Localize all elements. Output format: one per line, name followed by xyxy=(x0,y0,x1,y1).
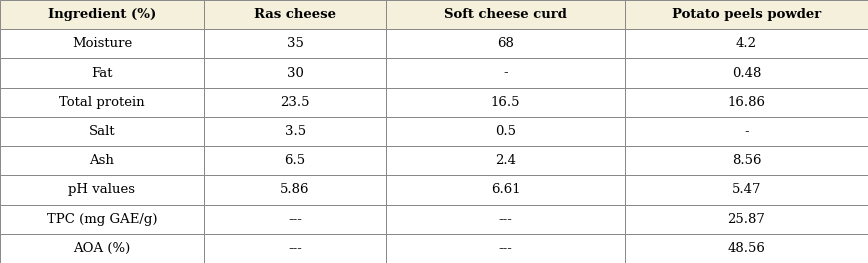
Text: 23.5: 23.5 xyxy=(280,96,310,109)
Text: 4.2: 4.2 xyxy=(736,37,757,50)
Bar xyxy=(386,175,625,205)
Bar xyxy=(386,205,625,234)
Bar xyxy=(625,205,868,234)
Bar xyxy=(0,0,204,29)
Bar xyxy=(0,205,204,234)
Bar xyxy=(625,0,868,29)
Text: 5.86: 5.86 xyxy=(280,184,310,196)
Text: Fat: Fat xyxy=(91,67,113,79)
Text: 3.5: 3.5 xyxy=(285,125,306,138)
Text: 30: 30 xyxy=(286,67,304,79)
Text: 5.47: 5.47 xyxy=(732,184,761,196)
Text: 2.4: 2.4 xyxy=(495,154,516,167)
Text: Salt: Salt xyxy=(89,125,115,138)
Text: -: - xyxy=(503,67,508,79)
Bar xyxy=(204,175,386,205)
Bar xyxy=(625,117,868,146)
Bar xyxy=(386,29,625,58)
Text: 25.87: 25.87 xyxy=(727,213,766,226)
Text: ---: --- xyxy=(288,213,302,226)
Bar xyxy=(625,175,868,205)
Bar xyxy=(625,29,868,58)
Text: ---: --- xyxy=(499,213,512,226)
Text: 6.5: 6.5 xyxy=(285,154,306,167)
Text: 0.48: 0.48 xyxy=(732,67,761,79)
Bar xyxy=(0,146,204,175)
Bar xyxy=(204,88,386,117)
Bar xyxy=(625,234,868,263)
Text: Total protein: Total protein xyxy=(59,96,145,109)
Text: Ras cheese: Ras cheese xyxy=(254,8,336,21)
Bar xyxy=(204,117,386,146)
Bar xyxy=(386,146,625,175)
Text: TPC (mg GAE/g): TPC (mg GAE/g) xyxy=(47,213,157,226)
Text: 16.86: 16.86 xyxy=(727,96,766,109)
Bar xyxy=(204,58,386,88)
Bar xyxy=(204,205,386,234)
Text: 16.5: 16.5 xyxy=(491,96,520,109)
Text: 48.56: 48.56 xyxy=(727,242,766,255)
Text: 68: 68 xyxy=(497,37,514,50)
Bar xyxy=(0,234,204,263)
Bar xyxy=(386,58,625,88)
Text: AOA (%): AOA (%) xyxy=(74,242,130,255)
Text: 0.5: 0.5 xyxy=(495,125,516,138)
Text: ---: --- xyxy=(499,242,512,255)
Text: Moisture: Moisture xyxy=(72,37,132,50)
Bar xyxy=(386,117,625,146)
Text: Ash: Ash xyxy=(89,154,115,167)
Text: 35: 35 xyxy=(286,37,304,50)
Bar xyxy=(625,146,868,175)
Text: ---: --- xyxy=(288,242,302,255)
Bar xyxy=(0,88,204,117)
Text: Potato peels powder: Potato peels powder xyxy=(672,8,821,21)
Text: 8.56: 8.56 xyxy=(732,154,761,167)
Bar xyxy=(625,58,868,88)
Bar xyxy=(204,0,386,29)
Bar xyxy=(386,0,625,29)
Bar xyxy=(0,29,204,58)
Bar xyxy=(204,146,386,175)
Bar xyxy=(386,88,625,117)
Bar xyxy=(0,175,204,205)
Bar xyxy=(386,234,625,263)
Text: 6.61: 6.61 xyxy=(490,184,521,196)
Text: -: - xyxy=(744,125,749,138)
Bar xyxy=(204,29,386,58)
Text: pH values: pH values xyxy=(69,184,135,196)
Bar xyxy=(625,88,868,117)
Bar xyxy=(0,58,204,88)
Bar xyxy=(0,117,204,146)
Text: Ingredient (%): Ingredient (%) xyxy=(48,8,156,21)
Bar xyxy=(204,234,386,263)
Text: Soft cheese curd: Soft cheese curd xyxy=(444,8,567,21)
